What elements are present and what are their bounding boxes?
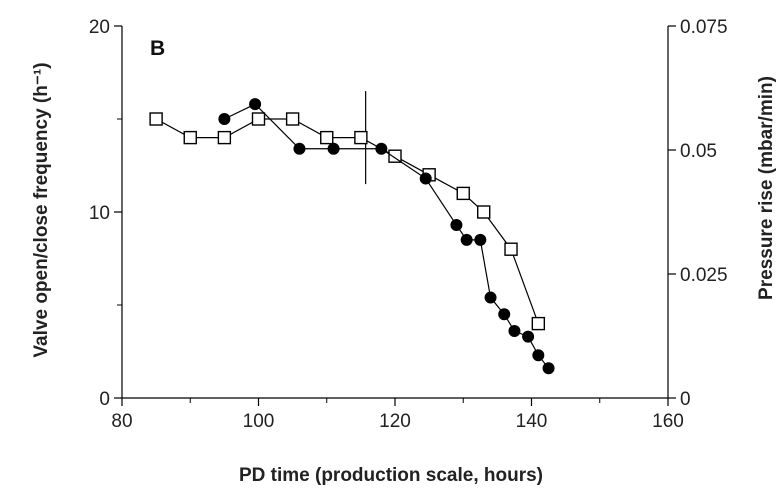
left-y-axis-title: Valve open/close frequency (h⁻¹): [31, 62, 52, 357]
right-y-tick-label: 0: [680, 389, 691, 410]
square-point: [531, 316, 546, 331]
square-point: [183, 130, 197, 145]
x-tick-label: 120: [379, 411, 411, 432]
right-y-axis-title: Pressure rise (mbar/min): [756, 76, 777, 300]
circle-point: [542, 362, 555, 375]
panel-label: B: [150, 37, 165, 60]
left-y-tick-label: 10: [89, 203, 110, 224]
circle-point: [375, 142, 388, 155]
right-y-axis-ticks: 0 0.025 0.05 0.075: [668, 17, 728, 410]
left-y-tick-label: 20: [89, 17, 110, 38]
x-axis-ticks: 80 100 120 140 160: [111, 398, 684, 432]
circle-point: [522, 330, 535, 343]
circle-point: [498, 308, 511, 321]
series-layer: [149, 98, 555, 375]
left-y-tick-label: 0: [99, 389, 110, 410]
circle-point: [474, 233, 487, 246]
circle-point: [484, 291, 497, 304]
circle-point: [508, 325, 521, 338]
square-point: [456, 186, 470, 201]
square-point: [285, 112, 300, 126]
square-series-line: [155, 118, 539, 324]
x-tick-label: 100: [243, 411, 275, 432]
right-y-tick-label: 0.05: [680, 141, 717, 162]
circle-point: [327, 142, 340, 155]
square-point: [149, 112, 163, 126]
x-tick-label: 140: [516, 411, 548, 432]
square-point: [477, 205, 491, 219]
plot-frame: [121, 26, 669, 399]
square-point: [504, 242, 518, 256]
circle-point: [419, 172, 432, 185]
x-axis-title: PD time (production scale, hours): [239, 465, 543, 486]
circle-point: [460, 233, 473, 246]
square-point: [217, 130, 232, 145]
circle-point: [532, 349, 545, 362]
square-point: [251, 112, 266, 126]
circle-point: [293, 142, 306, 155]
x-tick-label: 80: [111, 411, 132, 432]
circle-point: [218, 113, 231, 125]
right-y-tick-label: 0.025: [680, 265, 728, 286]
square-point: [320, 130, 334, 145]
circle-point: [249, 98, 262, 111]
circle-point: [450, 219, 463, 232]
right-y-tick-label: 0.075: [680, 17, 728, 38]
x-tick-label: 160: [652, 411, 684, 432]
circle-series-line: [224, 103, 550, 369]
square-point: [388, 149, 402, 163]
square-point: [354, 130, 368, 145]
left-y-axis-ticks: 0 10 20: [89, 17, 122, 410]
